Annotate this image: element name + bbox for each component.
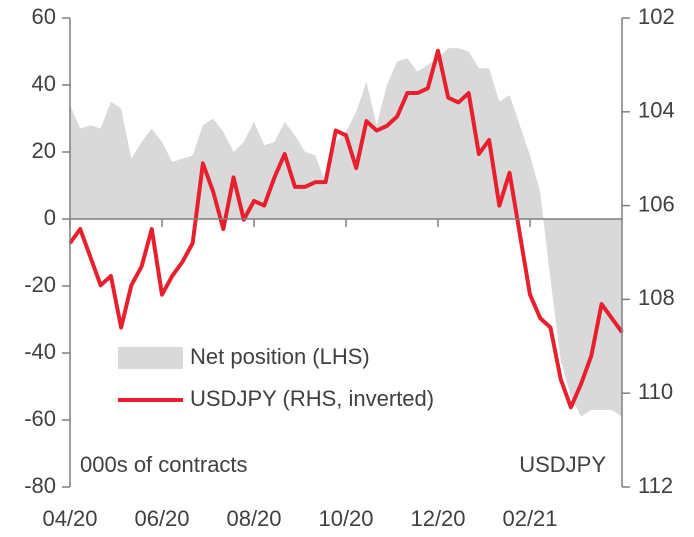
y-tick-label: 60 (32, 4, 56, 29)
y-tick-label: 20 (32, 138, 56, 163)
legend-label: Net position (LHS) (190, 344, 370, 369)
y-tick-label: 0 (44, 205, 56, 230)
right-unit-note: USDJPY (519, 452, 606, 477)
y-tick-label: -40 (24, 339, 56, 364)
legend-label: USDJPY (RHS, inverted) (190, 386, 434, 411)
series-layer (68, 48, 624, 417)
y-tick-label: -20 (24, 272, 56, 297)
left-unit-note: 000s of contracts (80, 452, 248, 477)
y2-tick-label: 110 (638, 379, 673, 404)
x-tick-label: 12/20 (410, 506, 465, 531)
legend-swatch (118, 347, 183, 369)
y-tick-label: -80 (24, 473, 56, 498)
line (68, 48, 624, 410)
x-tick-label: 08/20 (226, 506, 281, 531)
x-tick-label: 02/21 (502, 506, 557, 531)
y2-tick-label: 102 (638, 4, 675, 29)
x-tick-label: 10/20 (318, 506, 373, 531)
x-tick-label: 04/20 (42, 506, 97, 531)
area (70, 48, 622, 417)
y2-tick-label: 106 (638, 191, 675, 216)
y2-tick-label: 108 (638, 285, 675, 310)
y-tick-label: -60 (24, 406, 56, 431)
y-tick-label: 40 (32, 71, 56, 96)
x-tick-label: 06/20 (134, 506, 189, 531)
y2-tick-label: 104 (638, 98, 675, 123)
y2-tick-label: 112 (638, 473, 673, 498)
